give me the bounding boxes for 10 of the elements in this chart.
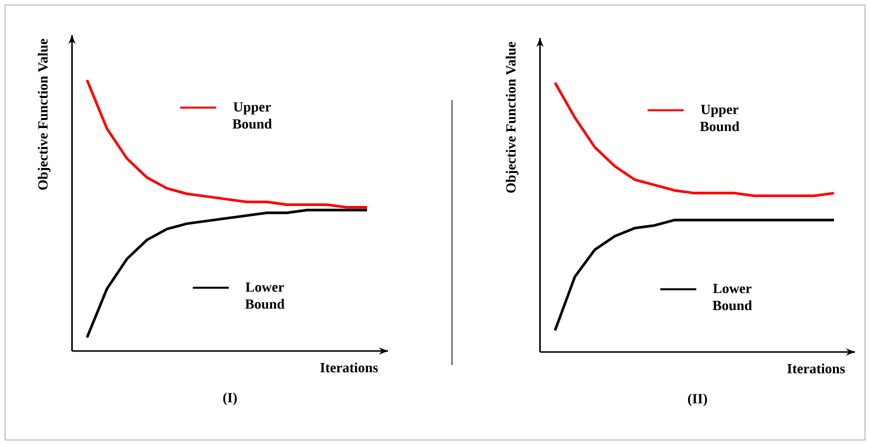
text: (I) <box>223 392 237 406</box>
y-axis-title: Objective Function Value <box>506 42 518 193</box>
legend-label: Lower Bound <box>712 284 752 310</box>
x-axis-title: Iterations <box>787 364 845 374</box>
text: (II) <box>688 394 707 406</box>
x-axis-title: Iterations <box>320 362 378 372</box>
y-axis-title: Objective Function Value <box>38 38 50 190</box>
legend-label: Upper Bound <box>700 104 740 132</box>
legend-label: Lower Bound <box>245 282 284 309</box>
legend-label: Upper Bound <box>232 102 272 129</box>
